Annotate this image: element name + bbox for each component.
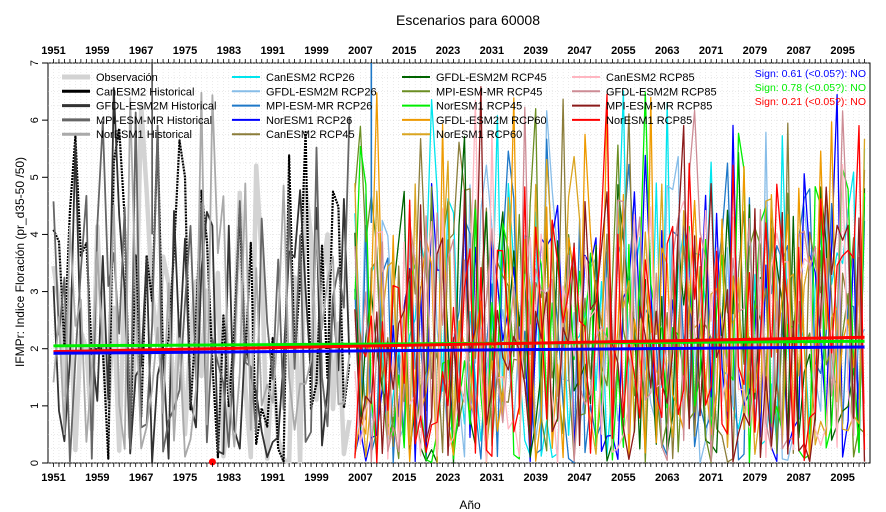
x-tick-label: 1975: [173, 472, 197, 484]
legend-label: GFDL-ESM2M RCP26: [266, 86, 377, 98]
y-tick-label: 7: [29, 60, 41, 66]
x-tick-label: 2047: [567, 472, 591, 484]
x-tick-label-top: 1999: [304, 45, 328, 57]
x-tick-label-top: 2087: [787, 45, 811, 57]
x-tick-label-top: 1983: [217, 45, 241, 57]
y-tick-label: 0: [29, 460, 41, 466]
y-tick-label: 3: [29, 289, 41, 295]
y-tick-label: 1: [29, 403, 41, 409]
observation-marker: [208, 458, 216, 466]
x-tick-label: 2079: [743, 472, 767, 484]
chart-title: Escenarios para 60008: [396, 12, 540, 28]
x-tick-label-top: 1975: [173, 45, 197, 57]
legend-label: MPI-ESM-MR Historical: [96, 115, 212, 127]
significance-label: Sign: 0.78 (<0.05?): NO: [755, 82, 866, 94]
y-tick-label: 4: [29, 231, 41, 237]
x-tick-label-top: 2063: [655, 45, 679, 57]
series-mpi-esm-mr-historical: [52, 111, 351, 463]
trend-line: [53, 345, 865, 355]
x-tick-label-top: 2007: [348, 45, 372, 57]
legend-label: CanESM2 Historical: [96, 86, 194, 98]
significance-label: Sign: 0.21 (<0.05?): NO: [755, 96, 866, 108]
legend: Observación CanESM2 Historical GFDL-ESM2M …: [62, 72, 717, 141]
legend-label: MPI-ESM-MR RCP85: [606, 101, 712, 113]
x-tick-label-top: 2079: [743, 45, 767, 57]
x-tick-label: 2007: [348, 472, 372, 484]
legend-label: NorESM1 RCP60: [436, 129, 522, 141]
x-tick-label-top: 2055: [611, 45, 635, 57]
x-tick-label-top: 1959: [85, 45, 109, 57]
x-tick-label-top: 2023: [436, 45, 460, 57]
legend-label: GFDL-ESM2M RCP85: [606, 86, 717, 98]
x-tick-label-top: 2031: [480, 45, 504, 57]
y-tick-label: 5: [29, 174, 41, 180]
trend-line: [53, 335, 865, 354]
legend-label: GFDL-ESM2M Historical: [96, 101, 216, 113]
x-tick-label: 2015: [392, 472, 416, 484]
x-tick-label: 2023: [436, 472, 460, 484]
significance-label: Sign: 0.61 (<0.05?): NO: [755, 68, 866, 80]
y-tick-label: 6: [29, 117, 41, 123]
x-tick-label-top: 2039: [523, 45, 547, 57]
x-tick-label: 2039: [523, 472, 547, 484]
x-tick-label-top: 2095: [830, 45, 854, 57]
x-tick-label-top: 2047: [567, 45, 591, 57]
x-tick-label: 2071: [699, 472, 723, 484]
series-gfdl-esm2m-rcp85: [354, 106, 866, 463]
x-axis-label: Año: [459, 498, 481, 512]
series-group: [51, 63, 866, 465]
legend-label: GFDL-ESM2M RCP60: [436, 115, 547, 127]
series-gfdl-esm2m-historical: [52, 87, 351, 464]
legend-label: Observación: [96, 72, 158, 84]
x-tick-label: 2095: [830, 472, 854, 484]
legend-label: GFDL-ESM2M RCP45: [436, 72, 547, 84]
y-tick-label: 2: [29, 346, 41, 352]
x-tick-label-top: 1991: [260, 45, 284, 57]
series-noresm1-rcp85: [354, 93, 866, 464]
legend-label: MPI-ESM-MR RCP26: [266, 101, 372, 113]
x-tick-label: 1983: [217, 472, 241, 484]
x-tick-label: 2031: [480, 472, 504, 484]
x-tick-label-top: 1951: [41, 45, 65, 57]
legend-label: NorESM1 RCP45: [436, 101, 522, 113]
x-tick-label: 1959: [85, 472, 109, 484]
x-tick-label: 2063: [655, 472, 679, 484]
legend-label: CanESM2 RCP26: [266, 72, 355, 84]
legend-label: NorESM1 RCP26: [266, 115, 352, 127]
legend-label: MPI-ESM-MR RCP45: [436, 86, 542, 98]
series-canesm2-historical: [52, 127, 351, 463]
x-tick-label-top: 1967: [129, 45, 153, 57]
x-tick-label: 1967: [129, 472, 153, 484]
x-tick-label: 1951: [41, 472, 65, 484]
legend-label: NorESM1 RCP85: [606, 115, 692, 127]
x-tick-label: 2087: [787, 472, 811, 484]
x-tick-label: 1991: [260, 472, 284, 484]
x-tick-label-top: 2015: [392, 45, 416, 57]
x-tick-label: 1999: [304, 472, 328, 484]
x-tick-label-top: 2071: [699, 45, 723, 57]
y-axis-label: IFMPr: Indice Floración (pr_d35-50 /50): [13, 157, 27, 367]
legend-label: CanESM2 RCP85: [606, 72, 695, 84]
x-tick-label: 2055: [611, 472, 635, 484]
legend-label: CanESM2 RCP45: [266, 129, 355, 141]
legend-label: NorESM1 Historical: [96, 129, 192, 141]
